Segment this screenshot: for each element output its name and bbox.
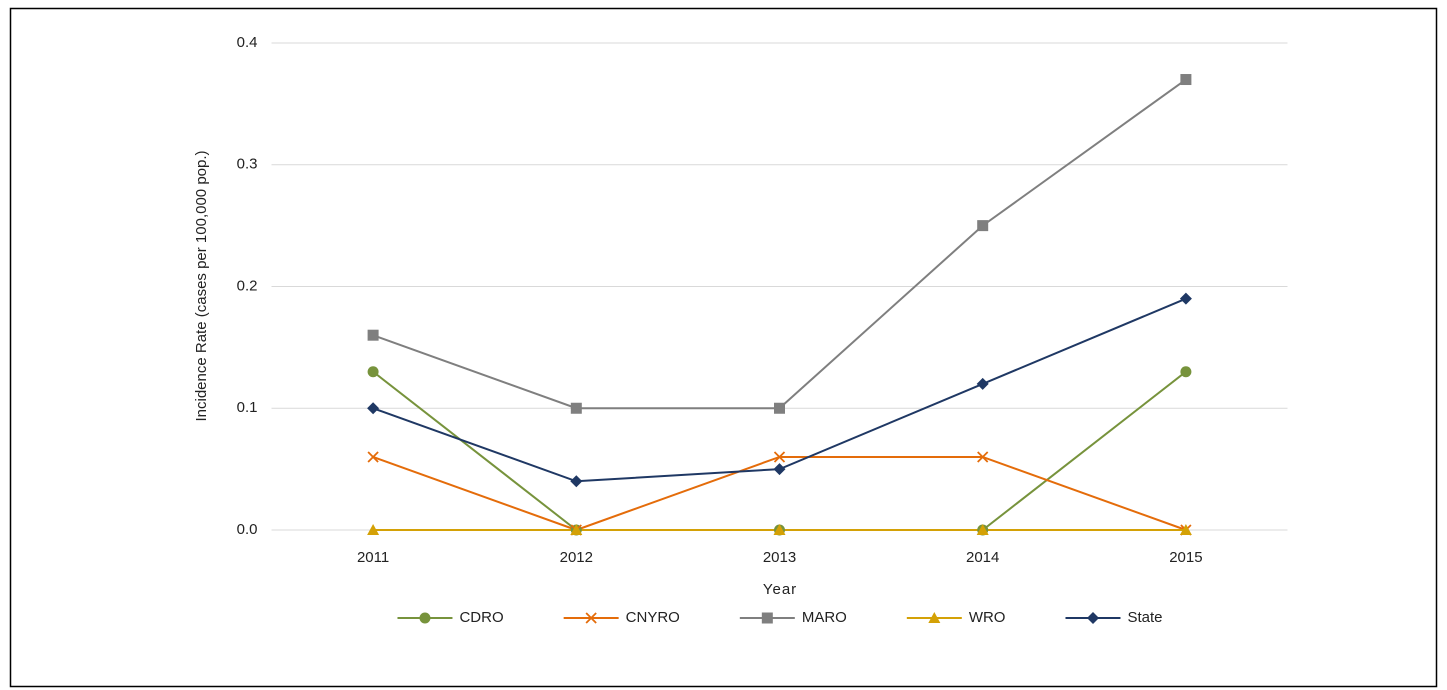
marker [773,451,786,463]
marker [570,475,583,488]
marker [1180,366,1192,378]
y-tick-label: 0.0 [237,521,258,538]
x-tick-label: 2014 [966,549,999,566]
legend-label: CDRO [459,609,503,626]
legend: CDRO CNYRO MARO WRO State [397,609,1163,626]
marker [1179,524,1192,535]
marker [773,463,786,476]
marker [367,366,379,378]
marker [367,329,379,341]
marker [367,524,380,535]
legend-label: State [1127,609,1162,626]
y-axis-label: Incidence Rate (cases per 100,000 pop.) [193,150,210,421]
marker [761,612,773,624]
marker [419,612,431,624]
marker [774,402,785,414]
marker [367,402,380,415]
marker [977,451,989,463]
marker [773,524,786,535]
x-tick-label: 2013 [763,549,796,566]
marker [1086,612,1099,624]
y-tick-label: 0.1 [237,399,258,416]
marker [1180,74,1192,86]
x-tick-label: 2012 [560,549,593,566]
y-tick-label: 0.3 [237,156,258,173]
x-tick-label: 2011 [357,549,389,566]
marker [977,220,989,232]
chart-border [9,7,1438,688]
legend-label: WRO [969,609,1006,626]
legend-item: WRO [906,609,1006,626]
marker [928,612,941,623]
marker [1179,292,1192,305]
marker [367,451,379,463]
legend-item: MARO [739,609,847,626]
legend-label: CNYRO [626,609,680,626]
y-tick-label: 0.4 [237,34,258,51]
marker [976,377,989,390]
marker [585,612,597,624]
legend-item: CNYRO [563,609,680,626]
marker [570,402,582,414]
legend-item: CDRO [397,609,504,626]
legend-item: State [1065,609,1163,626]
y-tick-label: 0.2 [237,277,258,294]
marker [570,524,583,535]
marker [976,524,989,535]
x-tick-label: 2015 [1169,549,1202,566]
legend-label: MARO [802,609,847,626]
x-axis-label: Year [763,581,797,598]
